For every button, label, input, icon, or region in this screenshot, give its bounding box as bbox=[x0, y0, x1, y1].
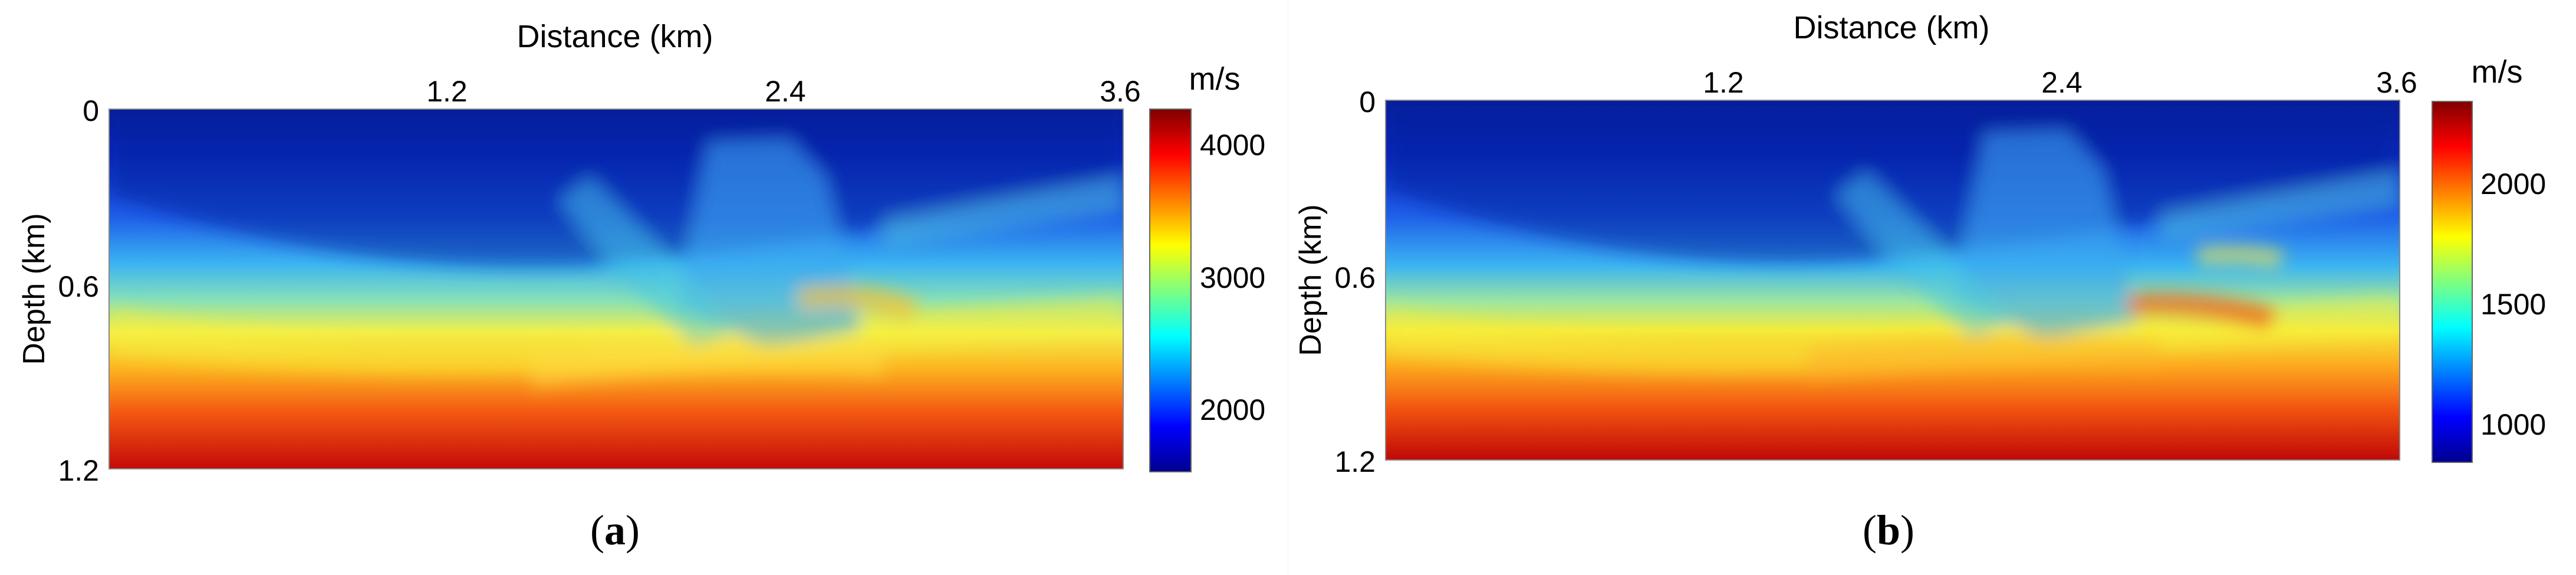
colorbar-unit: m/s bbox=[1189, 61, 1241, 97]
colorbar bbox=[1149, 109, 1192, 472]
x-tick-3: 3.6 bbox=[2376, 66, 2417, 99]
x-tick-1: 1.2 bbox=[1703, 66, 1744, 99]
velocity-image bbox=[109, 109, 1123, 469]
colorbar-unit: m/s bbox=[2472, 54, 2523, 90]
velocity-image bbox=[1386, 100, 2400, 460]
x-tick-2: 2.4 bbox=[2041, 66, 2082, 99]
y-tick-1: 0 bbox=[1359, 86, 1376, 119]
x-tick-labels: 1.2 2.4 3.6 bbox=[1703, 66, 2417, 99]
colorbar-tick-labels: 1000 1500 2000 bbox=[2480, 167, 2546, 441]
x-tick-3: 3.6 bbox=[1100, 75, 1141, 108]
y-tick-3: 1.2 bbox=[58, 454, 99, 487]
colorbar-tick-3: 4000 bbox=[1200, 129, 1265, 162]
x-axis-title: Distance (km) bbox=[1793, 10, 1989, 45]
x-tick-1: 1.2 bbox=[426, 75, 468, 108]
y-tick-2: 0.6 bbox=[1334, 261, 1376, 294]
panel-caption-a: (a) bbox=[590, 507, 640, 554]
panel-a: Distance (km) Depth (km) 1.2 2.4 3.6 0 bbox=[17, 19, 1265, 554]
y-tick-1: 0 bbox=[83, 94, 99, 127]
colorbar-tick-2: 1500 bbox=[2480, 288, 2546, 321]
y-axis-title: Depth (km) bbox=[1294, 204, 1328, 356]
velocity-model-chart-a: Distance (km) Depth (km) 1.2 2.4 3.6 0 bbox=[17, 19, 1265, 487]
panel-b: Distance (km) Depth (km) 1.2 2.4 3.6 0 0… bbox=[1288, 0, 2576, 575]
y-tick-3: 1.2 bbox=[1334, 445, 1376, 478]
colorbar-tick-labels: 2000 3000 4000 bbox=[1200, 129, 1265, 426]
y-axis-title: Depth (km) bbox=[17, 213, 51, 364]
colorbar-tick-3: 2000 bbox=[2480, 167, 2546, 201]
x-tick-2: 2.4 bbox=[765, 75, 806, 108]
panel-label-a: a bbox=[604, 507, 626, 554]
panel-label-b: b bbox=[1876, 507, 1901, 554]
velocity-model-chart-b: Distance (km) Depth (km) 1.2 2.4 3.6 0 0… bbox=[1294, 10, 2546, 478]
colorbar-tick-1: 2000 bbox=[1200, 393, 1265, 426]
colorbar bbox=[2432, 101, 2473, 463]
colorbar-tick-2: 3000 bbox=[1200, 261, 1265, 294]
y-tick-labels: 0 0.6 1.2 bbox=[58, 94, 99, 487]
x-axis-title: Distance (km) bbox=[516, 19, 713, 54]
panel-caption-b: (b) bbox=[1862, 507, 1914, 554]
y-tick-labels: 0 0.6 1.2 bbox=[1334, 86, 1376, 478]
colorbar-tick-1: 1000 bbox=[2480, 408, 2546, 441]
y-tick-2: 0.6 bbox=[58, 270, 99, 303]
x-tick-labels: 1.2 2.4 3.6 bbox=[426, 75, 1141, 108]
